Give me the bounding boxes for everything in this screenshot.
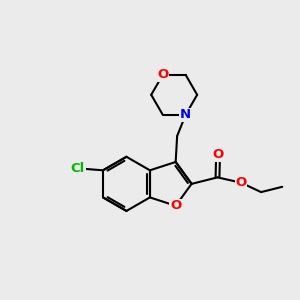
Text: O: O [170,199,181,212]
Text: O: O [212,148,224,161]
Text: N: N [180,108,191,121]
Text: O: O [236,176,247,189]
Text: O: O [157,68,168,81]
Text: Cl: Cl [71,162,85,175]
